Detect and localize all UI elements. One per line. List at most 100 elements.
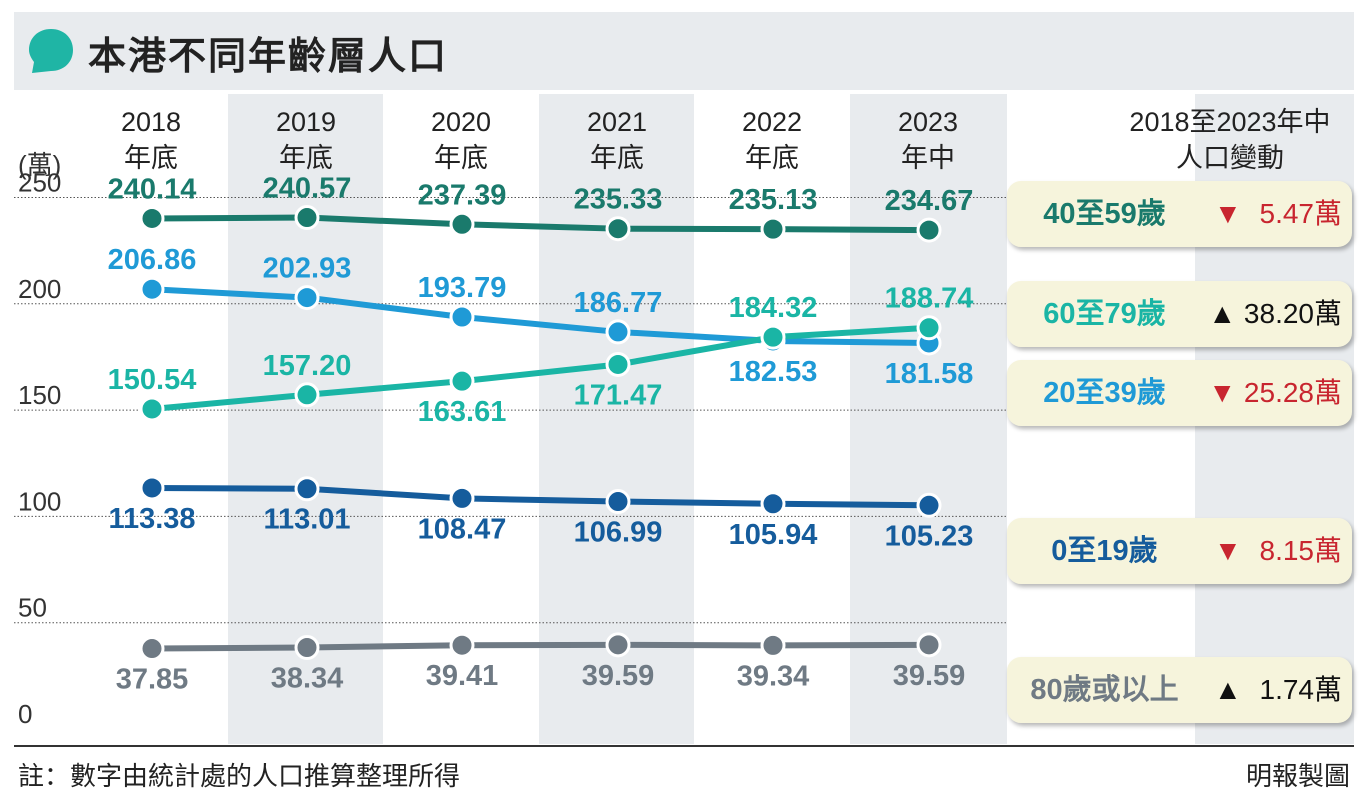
badge-change-value: 5.47萬: [1259, 198, 1343, 229]
data-point: [760, 324, 786, 350]
data-label: 202.93: [263, 253, 352, 285]
change-badge: 80歲或以上 ▲ 1.74萬: [1007, 657, 1352, 723]
year-label-year: 2018: [120, 107, 182, 137]
unit-label: (萬): [18, 150, 62, 180]
series-line: [151, 214, 930, 234]
change-title-line1: 2018至2023年中: [1129, 107, 1331, 137]
year-label-period: 年底: [434, 143, 488, 173]
data-label: 188.74: [885, 283, 974, 315]
data-point: [449, 304, 475, 330]
series-line: [151, 286, 930, 346]
data-point: [916, 492, 942, 518]
data-label: 235.13: [729, 184, 818, 216]
footnote: 註：數字由統計處的人口推算整理所得: [18, 761, 461, 791]
data-label: 106.99: [574, 517, 663, 549]
data-point: [449, 632, 475, 658]
data-point: [449, 485, 475, 511]
data-label: 181.58: [885, 358, 974, 390]
change-title-line2: 人口變動: [1176, 143, 1284, 173]
change-column-title: 2018至2023年中 人口變動: [1100, 104, 1360, 176]
data-point: [294, 285, 320, 311]
data-point: [916, 632, 942, 658]
data-label: 171.47: [574, 379, 663, 411]
data-point: [760, 491, 786, 517]
badge-change: ▼ 8.15萬: [1202, 518, 1350, 584]
data-label: 237.39: [418, 179, 507, 211]
credit: 明報製圖: [1245, 761, 1350, 791]
year-label: 2023 年中: [853, 104, 1003, 176]
series-line: [151, 484, 930, 509]
data-label: 105.94: [729, 519, 818, 551]
year-label-period: 年底: [279, 143, 333, 173]
data-label: 206.86: [108, 244, 197, 276]
data-point: [605, 489, 631, 515]
data-label: 39.41: [426, 660, 499, 692]
year-label: 2022 年底: [697, 104, 847, 176]
badge-change-value: 1.74萬: [1259, 674, 1343, 705]
data-label: 193.79: [418, 272, 507, 304]
change-badge: 40至59歲 ▼ 5.47萬: [1007, 181, 1352, 247]
badge-change: ▼ 5.47萬: [1202, 181, 1350, 247]
data-label: 157.20: [263, 350, 352, 382]
data-point: [139, 475, 165, 501]
badge-age-group: 60至79歲: [1043, 298, 1166, 330]
down-arrow-icon: ▼: [1214, 535, 1242, 566]
year-label-year: 2022: [741, 107, 803, 137]
data-label: 113.38: [108, 503, 195, 535]
change-badge: 0至19歲 ▼ 8.15萬: [1007, 518, 1352, 584]
data-label: 184.32: [729, 292, 818, 324]
data-label: 38.34: [271, 662, 344, 694]
down-arrow-icon: ▼: [1214, 198, 1242, 229]
badge-change-value: 38.20萬: [1243, 298, 1342, 329]
data-point: [916, 315, 942, 341]
year-label-year: 2023: [897, 107, 959, 137]
badge-age-group: 40至59歲: [1043, 198, 1166, 230]
year-label-period: 年中: [901, 143, 955, 173]
year-label-period: 年底: [745, 143, 799, 173]
data-label: 182.53: [729, 356, 818, 388]
data-point: [139, 396, 165, 422]
year-label-year: 2019: [275, 107, 337, 137]
data-label: 105.23: [885, 520, 974, 552]
series-line: [151, 641, 930, 652]
year-label-year: 2020: [430, 107, 492, 137]
badge-change-value: 8.15萬: [1259, 535, 1343, 566]
badge-age-group: 0至19歲: [1051, 535, 1158, 567]
y-tick-label: 50: [18, 593, 47, 623]
down-arrow-icon: ▼: [1208, 377, 1237, 408]
year-label: 2020 年底: [386, 104, 536, 176]
badge-age-group: 80歲或以上: [1030, 674, 1179, 706]
data-label: 240.57: [263, 173, 352, 205]
speech-bubble-icon: [29, 29, 73, 73]
data-point: [760, 632, 786, 658]
data-point: [605, 351, 631, 377]
data-label: 108.47: [418, 513, 507, 545]
data-label: 186.77: [574, 287, 663, 319]
badge-change: ▲ 1.74萬: [1202, 657, 1350, 723]
data-point: [605, 216, 631, 242]
y-tick-label: 200: [18, 274, 61, 304]
data-point: [139, 205, 165, 231]
data-point: [139, 276, 165, 302]
badge-age-group: 20至39歲: [1043, 377, 1166, 409]
data-point: [294, 382, 320, 408]
y-tick-label: 0: [18, 699, 32, 729]
chart-title: 本港不同年齡層人口: [88, 33, 449, 78]
data-point: [449, 368, 475, 394]
y-tick-label: 100: [18, 486, 61, 516]
data-label: 234.67: [885, 185, 974, 217]
year-label-period: 年底: [124, 143, 178, 173]
change-badge: 20至39歲 ▼ 25.28萬: [1007, 360, 1352, 426]
data-label: 39.59: [893, 660, 966, 692]
data-label: 235.33: [574, 184, 663, 216]
data-point: [605, 319, 631, 345]
year-label: 2021 年底: [542, 104, 692, 176]
up-arrow-icon: ▲: [1208, 298, 1237, 329]
data-point: [916, 217, 942, 243]
up-arrow-icon: ▲: [1214, 674, 1242, 705]
data-label: 113.01: [263, 504, 350, 536]
badge-change: ▲ 38.20萬: [1202, 281, 1350, 347]
data-point: [605, 632, 631, 658]
data-point: [449, 211, 475, 237]
